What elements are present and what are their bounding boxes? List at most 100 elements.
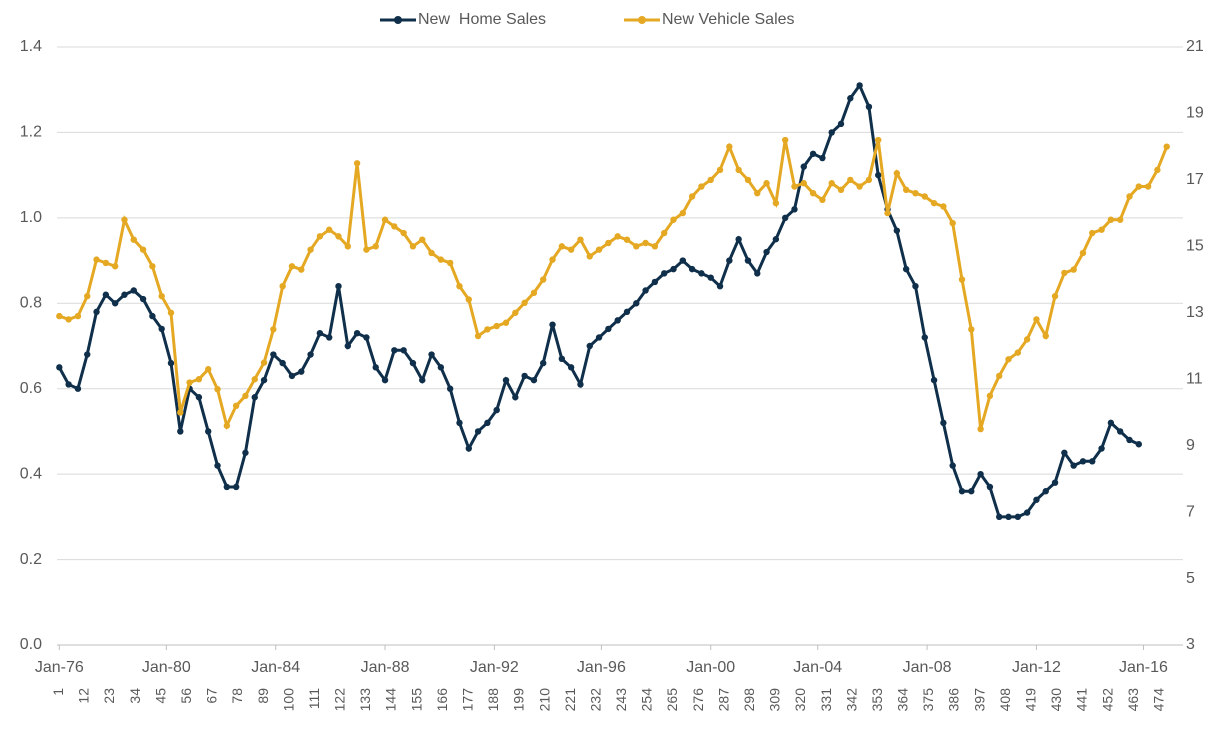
data-point [847, 176, 854, 184]
legend-marker [394, 16, 402, 24]
data-point [772, 236, 780, 243]
data-point [353, 329, 361, 337]
data-point [1042, 488, 1049, 495]
data-point [493, 406, 500, 414]
data-point [837, 120, 845, 128]
x-index-label: 474 [1150, 688, 1166, 712]
data-point [540, 276, 547, 283]
data-point [65, 316, 72, 323]
y2-tick-label: 7 [1186, 503, 1195, 520]
data-point [679, 209, 687, 217]
x-index-label: 56 [178, 688, 194, 704]
data-point [325, 226, 333, 233]
data-point [1005, 356, 1012, 363]
data-point [158, 292, 165, 300]
data-point [195, 376, 203, 383]
data-point [102, 291, 110, 298]
data-point [474, 428, 482, 435]
data-point [1014, 349, 1022, 356]
data-point [344, 342, 352, 350]
data-point [74, 312, 82, 320]
data-point [595, 246, 603, 253]
data-point [474, 332, 482, 340]
data-point [875, 136, 882, 144]
data-point [400, 347, 407, 354]
data-point [735, 236, 742, 243]
x-index-label: 331 [818, 688, 834, 712]
data-point [205, 366, 212, 373]
data-point [642, 287, 649, 294]
data-point [288, 372, 296, 380]
data-point [391, 223, 398, 230]
data-point [316, 329, 324, 337]
data-point [893, 170, 901, 177]
data-point [800, 180, 807, 187]
data-point [1033, 496, 1040, 503]
data-point [986, 483, 994, 491]
data-point [381, 376, 389, 384]
data-point [1126, 436, 1133, 444]
data-point [363, 334, 370, 341]
y-tick-label: 1.4 [20, 38, 42, 55]
x-index-label: 342 [843, 688, 859, 712]
data-point [158, 325, 165, 333]
data-point [177, 428, 184, 435]
data-point [763, 180, 770, 187]
data-point [949, 219, 956, 227]
x-index-label: 67 [204, 688, 220, 704]
data-point [223, 483, 231, 491]
data-point [502, 319, 510, 326]
legend-label: New Vehicle Sales [662, 11, 795, 28]
x-index-label: 78 [229, 688, 245, 704]
data-point [1061, 449, 1068, 456]
x-index-label: 364 [895, 688, 911, 712]
data-point [707, 274, 714, 281]
data-point [1079, 249, 1087, 257]
data-point [409, 359, 417, 367]
data-point [400, 229, 407, 237]
data-point [726, 143, 733, 150]
x-index-label: 441 [1074, 688, 1090, 712]
data-point [149, 312, 156, 320]
x-index-label: 45 [152, 688, 168, 704]
data-point [623, 236, 631, 243]
x-index-label: 100 [280, 688, 296, 712]
data-point [614, 317, 621, 324]
y2-tick-label: 21 [1186, 38, 1204, 55]
data-point [828, 129, 835, 136]
data-point [419, 236, 426, 243]
data-point [670, 265, 677, 273]
data-point [251, 376, 258, 383]
data-point [884, 209, 891, 217]
x-index-label: 265 [664, 688, 680, 712]
y2-tick-label: 9 [1186, 437, 1195, 454]
data-point [260, 359, 268, 366]
data-point [130, 287, 137, 294]
data-point [111, 300, 119, 307]
x-index-label: 309 [767, 688, 783, 712]
series-line [58, 139, 1169, 431]
data-point [633, 243, 640, 250]
data-point [698, 183, 705, 190]
y2-tick-label: 17 [1186, 171, 1204, 188]
data-point [986, 392, 994, 400]
x-date-label: Jan-08 [903, 659, 952, 676]
data-point [1033, 316, 1040, 323]
data-point [195, 394, 203, 401]
data-point [893, 227, 901, 234]
data-point [856, 183, 863, 190]
data-point [270, 351, 277, 358]
data-point [1023, 509, 1031, 516]
data-point [56, 364, 63, 371]
data-point [1051, 479, 1059, 486]
data-point [307, 246, 314, 253]
data-point [232, 483, 240, 491]
data-point [223, 422, 231, 429]
data-point [288, 263, 296, 270]
data-point [865, 103, 873, 111]
data-point [1042, 332, 1049, 340]
data-point [661, 229, 668, 237]
data-point [558, 355, 566, 363]
data-point [93, 308, 100, 316]
x-index-label: 89 [255, 688, 271, 704]
